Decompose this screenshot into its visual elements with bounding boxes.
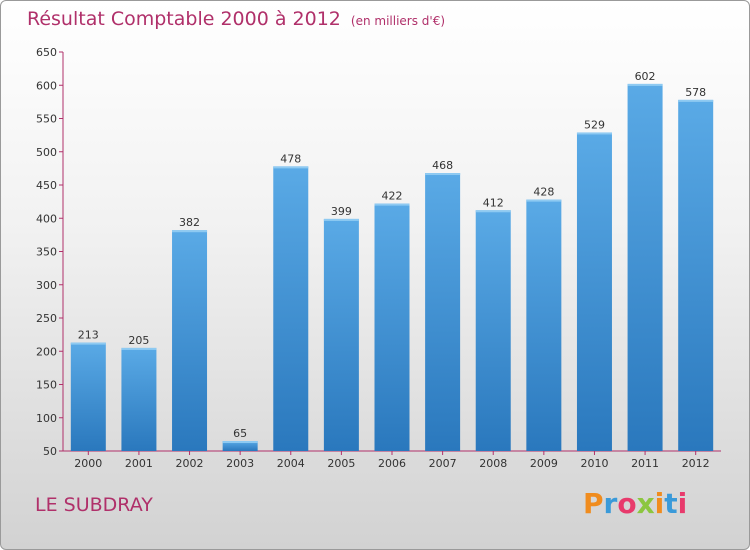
logo-letter: t — [664, 487, 678, 520]
bar-2008 — [475, 210, 511, 451]
bar-2003 — [222, 441, 258, 451]
bar-top-highlight — [121, 347, 157, 350]
bar-2005 — [323, 218, 359, 451]
x-tick-label: 2006 — [378, 457, 406, 470]
bar-top-highlight — [323, 218, 359, 221]
data-label: 602 — [635, 70, 656, 83]
data-label: 213 — [78, 329, 99, 342]
bar-2002 — [172, 230, 208, 451]
bar-top-highlight — [374, 203, 410, 206]
data-label: 382 — [179, 216, 200, 229]
data-label: 65 — [233, 427, 247, 440]
data-label: 205 — [128, 334, 149, 347]
bar-2009 — [526, 199, 562, 451]
bar-top-highlight — [273, 166, 309, 169]
bar-2012 — [678, 99, 714, 451]
x-tick-label: 2002 — [176, 457, 204, 470]
y-tick-label: 300 — [36, 279, 57, 292]
x-tick-label: 2004 — [277, 457, 305, 470]
bar-top-highlight — [222, 441, 258, 444]
y-tick-label: 550 — [36, 113, 57, 126]
y-tick-label: 400 — [36, 212, 57, 225]
y-tick-label: 600 — [36, 79, 57, 92]
title-text: Résultat Comptable 2000 à 2012 — [27, 8, 341, 30]
bar-2010 — [576, 132, 612, 451]
bar-top-highlight — [627, 83, 663, 86]
bar-top-highlight — [475, 210, 511, 213]
logo-letter: P — [583, 487, 604, 520]
data-label: 529 — [584, 118, 605, 131]
proxiti-logo: Proxiti — [583, 487, 687, 520]
bar-2007 — [425, 173, 461, 451]
logo-letter: o — [617, 487, 637, 520]
y-tick-label: 350 — [36, 246, 57, 259]
bar-2001 — [121, 347, 157, 451]
x-tick-label: 2010 — [580, 457, 608, 470]
x-tick-label: 2007 — [429, 457, 457, 470]
logo-letter: i — [654, 487, 665, 520]
bar-top-highlight — [172, 230, 208, 233]
data-label: 399 — [331, 205, 352, 218]
y-tick-label: 150 — [36, 379, 57, 392]
y-tick-label: 200 — [36, 345, 57, 358]
logo-letter: x — [636, 487, 655, 520]
data-label: 422 — [382, 190, 403, 203]
y-tick-label: 250 — [36, 312, 57, 325]
bar-2011 — [627, 83, 663, 452]
x-tick-label: 2000 — [74, 457, 102, 470]
bar-top-highlight — [70, 342, 106, 345]
y-tick-label: 100 — [36, 412, 57, 425]
bar-top-highlight — [425, 173, 461, 176]
bar-top-highlight — [526, 199, 562, 202]
x-tick-label: 2005 — [327, 457, 355, 470]
chart-title: Résultat Comptable 2000 à 2012 (en millie… — [27, 8, 445, 30]
y-tick-label: 50 — [43, 445, 57, 458]
location-label: LE SUBDRAY — [35, 494, 153, 516]
x-tick-label: 2008 — [479, 457, 507, 470]
chart-subtitle: (en milliers d'€) — [350, 14, 446, 28]
x-tick-label: 2001 — [125, 457, 153, 470]
bar-2004 — [273, 166, 309, 451]
data-label: 578 — [685, 86, 706, 99]
data-label: 478 — [280, 152, 301, 165]
bar-2000 — [70, 342, 106, 451]
data-label: 428 — [533, 186, 554, 199]
x-tick-label: 2011 — [631, 457, 659, 470]
bar-top-highlight — [576, 132, 612, 135]
bar-top-highlight — [678, 99, 714, 102]
x-tick-label: 2009 — [530, 457, 558, 470]
data-label: 468 — [432, 159, 453, 172]
data-label: 412 — [483, 196, 504, 209]
y-tick-label: 650 — [36, 46, 57, 59]
bar-2006 — [374, 203, 410, 451]
y-tick-label: 450 — [36, 179, 57, 192]
x-tick-label: 2012 — [682, 457, 710, 470]
y-tick-label: 500 — [36, 146, 57, 159]
logo-letter: r — [603, 487, 618, 520]
x-tick-label: 2003 — [226, 457, 254, 470]
logo-letter: i — [677, 487, 688, 520]
